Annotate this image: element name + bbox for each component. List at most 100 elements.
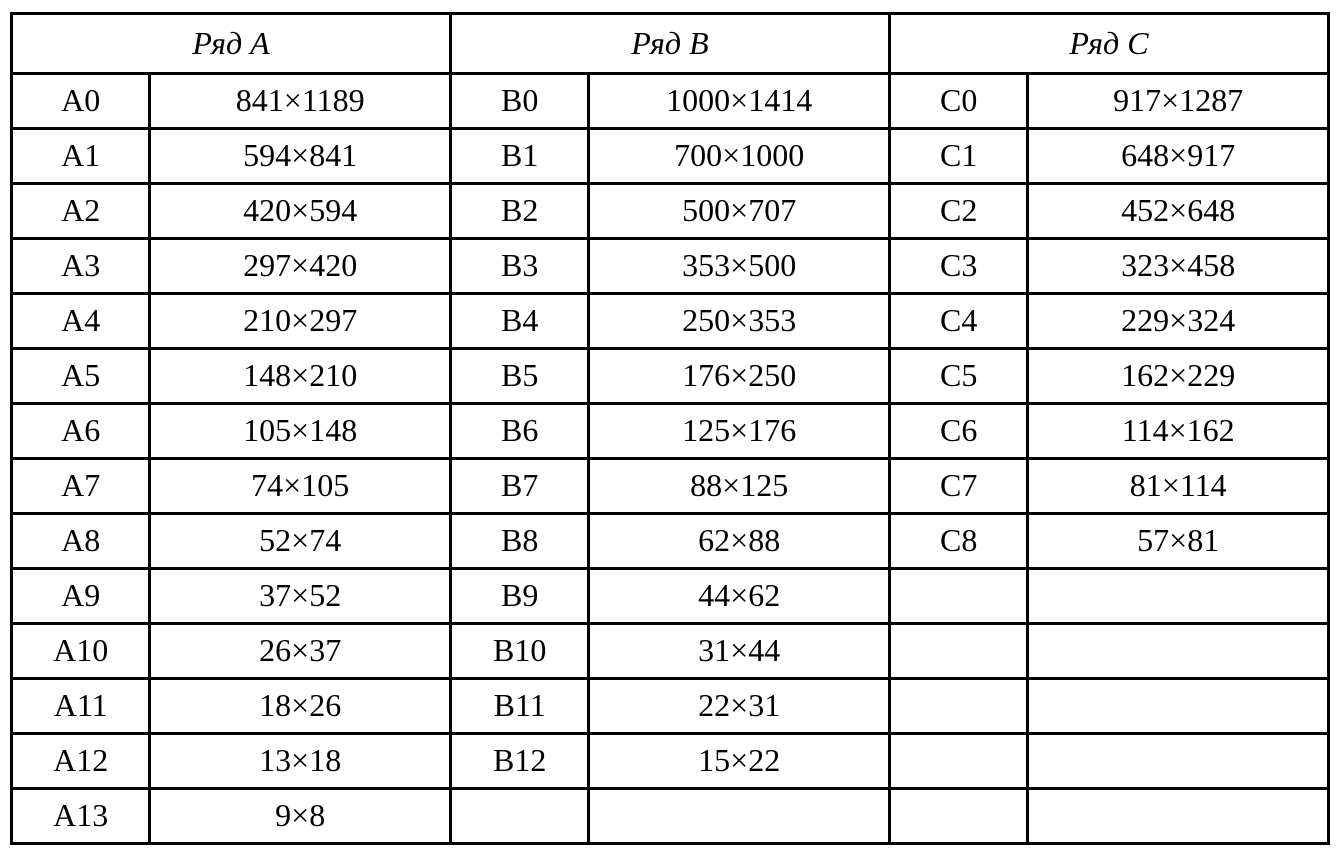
cell-a-size: 841×1189 [150,74,451,129]
cell-b-name: B0 [450,74,588,129]
cell-a-name: A1 [12,129,150,184]
cell-a-size: 13×18 [150,734,451,789]
cell-b-size: 15×22 [589,734,890,789]
cell-c-size [1028,569,1329,624]
cell-a-size: 26×37 [150,624,451,679]
table-row: A1 594×841 B1 700×1000 C1 648×917 [12,129,1329,184]
cell-a-name: A7 [12,459,150,514]
cell-c-size [1028,679,1329,734]
cell-b-name: B10 [450,624,588,679]
cell-b-size: 500×707 [589,184,890,239]
table-row: A7 74×105 B7 88×125 C7 81×114 [12,459,1329,514]
cell-b-name: B12 [450,734,588,789]
cell-b-size: 31×44 [589,624,890,679]
table-body: A0 841×1189 B0 1000×1414 C0 917×1287 A1 … [12,74,1329,844]
cell-c-size: 229×324 [1028,294,1329,349]
cell-c-size [1028,734,1329,789]
cell-c-size [1028,789,1329,844]
cell-c-name: C7 [889,459,1027,514]
cell-b-size: 353×500 [589,239,890,294]
cell-b-name: B1 [450,129,588,184]
cell-b-size: 22×31 [589,679,890,734]
table-row: A13 9×8 [12,789,1329,844]
cell-c-size [1028,624,1329,679]
cell-b-size [589,789,890,844]
cell-a-size: 52×74 [150,514,451,569]
cell-c-name [889,734,1027,789]
cell-c-size: 81×114 [1028,459,1329,514]
cell-b-name: B2 [450,184,588,239]
cell-b-name: B5 [450,349,588,404]
table-row: A2 420×594 B2 500×707 C2 452×648 [12,184,1329,239]
cell-c-name: C0 [889,74,1027,129]
cell-a-name: A3 [12,239,150,294]
header-series-b: Ряд B [450,14,889,74]
cell-c-name [889,624,1027,679]
cell-a-name: A5 [12,349,150,404]
cell-b-size: 1000×1414 [589,74,890,129]
cell-c-name [889,679,1027,734]
cell-a-size: 297×420 [150,239,451,294]
cell-a-size: 594×841 [150,129,451,184]
cell-a-name: A12 [12,734,150,789]
cell-a-size: 9×8 [150,789,451,844]
cell-b-name: B9 [450,569,588,624]
cell-b-name: B6 [450,404,588,459]
cell-b-size: 176×250 [589,349,890,404]
header-series-a: Ряд A [12,14,451,74]
cell-c-size: 452×648 [1028,184,1329,239]
table-row: A5 148×210 B5 176×250 C5 162×229 [12,349,1329,404]
cell-b-name: B7 [450,459,588,514]
cell-b-name [450,789,588,844]
cell-c-name: C5 [889,349,1027,404]
cell-a-size: 18×26 [150,679,451,734]
cell-b-name: B11 [450,679,588,734]
cell-c-name: C1 [889,129,1027,184]
cell-b-name: B4 [450,294,588,349]
table-row: A11 18×26 B11 22×31 [12,679,1329,734]
cell-b-size: 62×88 [589,514,890,569]
table-row: A8 52×74 B8 62×88 C8 57×81 [12,514,1329,569]
cell-b-size: 250×353 [589,294,890,349]
paper-sizes-table: Ряд A Ряд B Ряд C A0 841×1189 B0 1000×14… [10,12,1330,845]
cell-c-name: C6 [889,404,1027,459]
cell-c-size: 917×1287 [1028,74,1329,129]
cell-c-size: 162×229 [1028,349,1329,404]
cell-c-name [889,789,1027,844]
cell-b-name: B3 [450,239,588,294]
cell-b-size: 44×62 [589,569,890,624]
cell-c-name: C3 [889,239,1027,294]
cell-c-name: C2 [889,184,1027,239]
cell-c-size: 114×162 [1028,404,1329,459]
table-header-row: Ряд A Ряд B Ряд C [12,14,1329,74]
table-row: A0 841×1189 B0 1000×1414 C0 917×1287 [12,74,1329,129]
cell-a-name: A10 [12,624,150,679]
cell-a-size: 37×52 [150,569,451,624]
table-row: A6 105×148 B6 125×176 C6 114×162 [12,404,1329,459]
cell-b-size: 125×176 [589,404,890,459]
cell-a-name: A9 [12,569,150,624]
cell-a-size: 210×297 [150,294,451,349]
cell-a-size: 148×210 [150,349,451,404]
cell-a-name: A2 [12,184,150,239]
cell-b-size: 700×1000 [589,129,890,184]
cell-a-name: A4 [12,294,150,349]
cell-c-name: C8 [889,514,1027,569]
table-row: A10 26×37 B10 31×44 [12,624,1329,679]
cell-a-name: A11 [12,679,150,734]
cell-c-name [889,569,1027,624]
cell-a-size: 105×148 [150,404,451,459]
cell-c-name: C4 [889,294,1027,349]
cell-b-name: B8 [450,514,588,569]
cell-a-size: 420×594 [150,184,451,239]
header-series-c: Ряд C [889,14,1328,74]
table-row: A12 13×18 B12 15×22 [12,734,1329,789]
cell-a-size: 74×105 [150,459,451,514]
table-row: A3 297×420 B3 353×500 C3 323×458 [12,239,1329,294]
cell-c-size: 57×81 [1028,514,1329,569]
table-row: A9 37×52 B9 44×62 [12,569,1329,624]
table-row: A4 210×297 B4 250×353 C4 229×324 [12,294,1329,349]
cell-c-size: 323×458 [1028,239,1329,294]
cell-b-size: 88×125 [589,459,890,514]
cell-a-name: A0 [12,74,150,129]
